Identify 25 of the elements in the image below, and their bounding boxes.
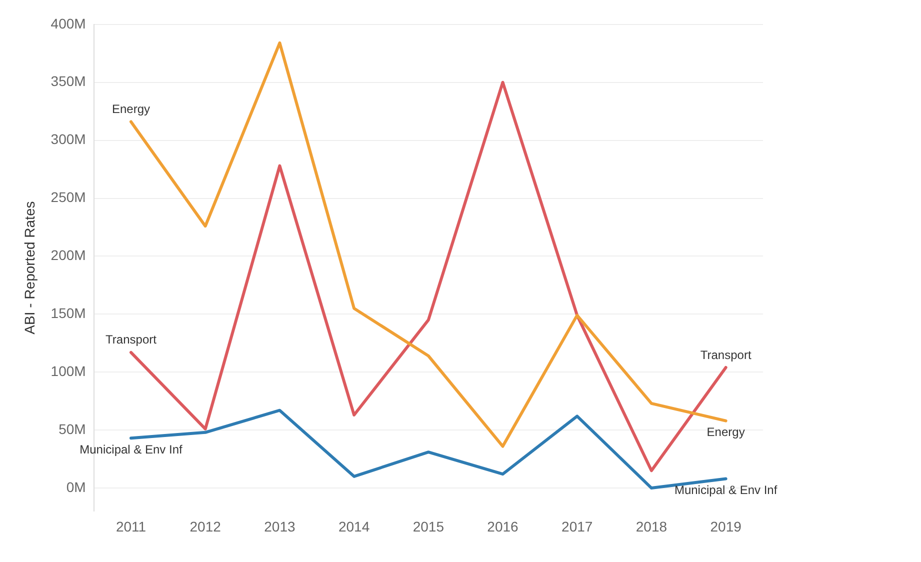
- x-tick-label: 2012: [190, 518, 222, 534]
- y-tick-label: 200M: [50, 247, 86, 264]
- x-tick-label: 2013: [264, 518, 296, 534]
- x-tick-label: 2011: [116, 518, 146, 534]
- x-tick-label: 2018: [636, 518, 668, 534]
- y-tick-label: 150M: [50, 305, 86, 322]
- x-tick-label: 2017: [562, 518, 593, 534]
- text: Transport: [700, 348, 752, 362]
- x-tick-label: 2019: [710, 518, 742, 534]
- y-tick-label: 250M: [50, 189, 86, 206]
- text: Municipal & Env Inf: [80, 442, 182, 456]
- y-tick-label: 0M: [66, 478, 86, 495]
- y-tick-label: 50M: [58, 420, 86, 437]
- series-label: Municipal & Env Inf: [674, 483, 778, 498]
- y-tick-label: 350M: [50, 73, 86, 90]
- x-tick-label: 2014: [338, 518, 370, 534]
- y-axis-title: ABI - Reported Rates: [21, 201, 38, 334]
- text: Energy: [112, 102, 150, 116]
- y-tick-label: 400M: [50, 15, 86, 32]
- series-label: Energy: [706, 425, 745, 440]
- y-tick-label: 100M: [50, 362, 86, 379]
- series-label: Transport: [106, 332, 158, 347]
- y-tick-label: 300M: [50, 131, 86, 148]
- x-tick-label: 2015: [412, 518, 444, 534]
- x-tick-label: 2016: [487, 518, 519, 534]
